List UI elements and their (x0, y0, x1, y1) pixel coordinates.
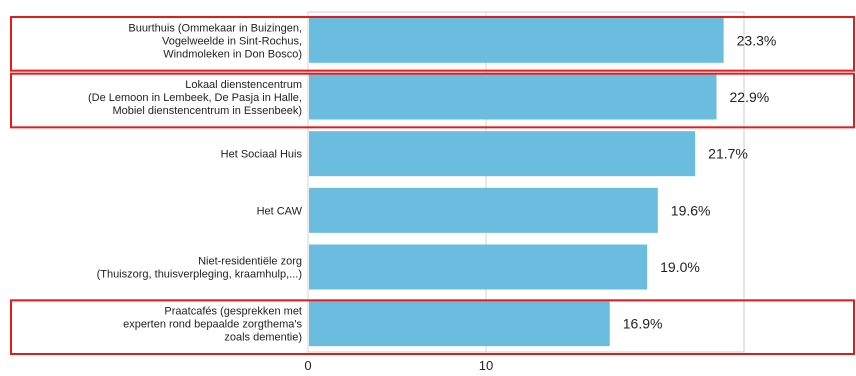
category-label-line: (Thuiszorg, thuisverpleging, kraamhulp,.… (97, 269, 302, 281)
category-label: Buurthuis (Ommekaar in Buizingen, Vogelwe… (128, 22, 302, 60)
category-label-line: Vogelweelde in Sint-Rochus, (162, 35, 302, 47)
highlight-box (10, 16, 855, 72)
category-label-line: Het Sociaal Huis (221, 149, 303, 161)
category-label: Het CAW (257, 205, 303, 217)
highlight-box (10, 72, 855, 129)
x-tick-label: 10 (479, 358, 493, 373)
data-label: 23.3% (737, 32, 777, 48)
category-label: Praatcafés (gesprekken met experten rond … (123, 306, 302, 344)
bars (309, 17, 724, 347)
category-label-line: Mobiel dienstencentrum in Essenbeek) (112, 105, 302, 117)
category-label-line: (De Lemoon in Lembeek, De Pasja in Halle… (88, 92, 302, 104)
bar (309, 74, 717, 120)
bar (309, 131, 696, 177)
bar (309, 301, 610, 347)
category-label-line: zoals dementie) (224, 332, 302, 344)
x-tick-label: 0 (304, 358, 311, 373)
category-label: Lokaal dienstencentrum (De Lemoon in Lemb… (88, 79, 302, 117)
bar (309, 17, 724, 63)
data-label: 16.9% (623, 316, 663, 332)
category-label-line: Praatcafés (gesprekken met (164, 306, 302, 318)
data-label: 22.9% (730, 89, 770, 105)
bar (309, 187, 658, 233)
category-label: Niet-residentiële zorg (Thuiszorg, thuisv… (97, 256, 302, 281)
bar (309, 244, 648, 290)
highlight-box (10, 299, 855, 356)
grid (307, 11, 745, 353)
category-label-line: Buurthuis (Ommekaar in Buizingen, (128, 22, 302, 34)
x-axis-ticks: 0 10 (304, 358, 493, 373)
category-labels: Buurthuis (Ommekaar in Buizingen, Vogelwe… (88, 22, 303, 343)
data-label: 21.7% (708, 146, 748, 162)
data-label: 19.0% (660, 259, 700, 275)
category-label-line: Lokaal dienstencentrum (185, 79, 302, 91)
highlight-boxes (10, 16, 855, 356)
category-label-line: experten rond bepaalde zorgthema's (123, 319, 302, 331)
category-label-line: Het CAW (257, 205, 303, 217)
value-labels: 23.3% 22.9% 21.7% 19.6% 19.0% 16.9% (623, 32, 777, 331)
category-label-line: Windmoleken in Don Bosco) (163, 48, 302, 60)
data-label: 19.6% (671, 202, 711, 218)
category-label-line: Niet-residentiële zorg (198, 256, 302, 268)
category-label: Het Sociaal Huis (221, 149, 303, 161)
